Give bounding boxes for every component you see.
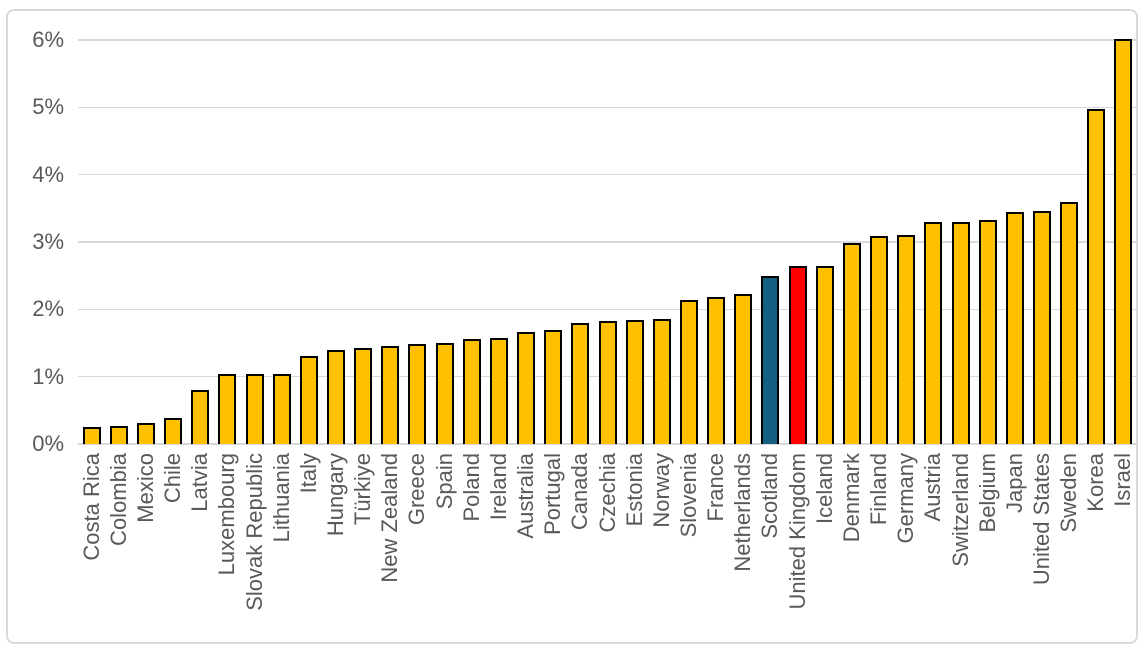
gridline-3pct — [78, 241, 1137, 243]
bar-portugal — [544, 330, 563, 444]
bar-t-rkiye — [354, 347, 373, 444]
bar-belgium — [978, 219, 997, 444]
x-label-norway: Norway — [648, 453, 674, 528]
bar-mexico — [136, 423, 155, 444]
bar-australia — [517, 332, 535, 444]
x-label-austria: Austria — [920, 453, 946, 522]
x-label-mexico: Mexico — [132, 453, 158, 523]
bar-denmark — [842, 242, 861, 444]
bar-slovak-republic — [245, 374, 264, 444]
bar-norway — [652, 319, 671, 444]
x-label-costa-rica: Costa Rica — [78, 453, 104, 561]
bar-switzerland — [951, 221, 970, 444]
bar-united-states — [1033, 211, 1051, 444]
x-label-estonia: Estonia — [621, 453, 647, 527]
bar-greece — [408, 343, 427, 444]
x-label-australia: Australia — [513, 453, 538, 539]
x-label-sweden: Sweden — [1056, 453, 1082, 533]
x-label-ireland: Ireland — [485, 453, 511, 521]
bar-finland — [870, 235, 888, 444]
bar-new-zealand — [381, 345, 400, 444]
bar-netherlands — [734, 293, 753, 444]
x-label-scotland: Scotland — [757, 453, 783, 539]
y-tick-label-0pct: 0% — [32, 431, 64, 456]
bar-latvia — [191, 390, 210, 444]
x-label-hungary: Hungary — [323, 453, 348, 537]
gridline-4pct — [78, 173, 1137, 176]
bar-germany — [897, 234, 916, 444]
bar-hungary — [327, 350, 345, 444]
x-label-france: France — [703, 453, 729, 522]
bar-czechia — [598, 321, 617, 444]
x-label-finland: Finland — [866, 453, 891, 526]
x-label-poland: Poland — [458, 453, 484, 522]
x-label-netherlands: Netherlands — [730, 453, 756, 572]
bar-scotland — [761, 275, 780, 444]
x-label-chile: Chile — [160, 453, 185, 504]
x-label-denmark: Denmark — [838, 453, 864, 543]
x-label-new-zealand: New Zealand — [377, 453, 403, 583]
bar-iceland — [815, 266, 834, 444]
x-label-spain: Spain — [431, 453, 457, 510]
x-label-colombia: Colombia — [105, 453, 131, 546]
x-label-slovak-republic: Slovak Republic — [241, 453, 267, 611]
x-label-portugal: Portugal — [540, 453, 566, 535]
x-axis-line — [78, 443, 1137, 445]
bar-france — [707, 297, 726, 444]
x-label-korea: Korea — [1083, 453, 1109, 512]
bar-slovenia — [680, 299, 698, 444]
x-label-t-rkiye: Türkiye — [350, 453, 376, 526]
y-tick-label-1pct: 1% — [32, 363, 64, 389]
x-label-united-states: United States — [1029, 453, 1054, 586]
bar-japan — [1005, 211, 1024, 444]
y-tick-label-2pct: 2% — [32, 296, 64, 322]
bar-costa-rica — [82, 426, 101, 444]
x-label-united-kingdom: United Kingdom — [784, 453, 810, 610]
bar-canada — [571, 322, 590, 444]
y-tick-label-4pct: 4% — [32, 161, 64, 187]
x-label-iceland: Iceland — [811, 453, 837, 524]
x-label-belgium: Belgium — [974, 453, 1000, 533]
gridline-6pct — [78, 39, 1137, 41]
x-label-greece: Greece — [404, 453, 430, 526]
x-label-italy: Italy — [295, 453, 321, 494]
bar-ireland — [489, 337, 508, 444]
chart-border-frame — [6, 9, 1138, 644]
bar-united-kingdom — [788, 265, 807, 444]
bar-korea — [1087, 109, 1106, 444]
x-label-luxembourg: Luxembourg — [214, 453, 240, 576]
x-label-czechia: Czechia — [594, 453, 620, 533]
x-label-latvia: Latvia — [187, 453, 213, 512]
x-label-slovenia: Slovenia — [676, 453, 701, 538]
x-label-lithuania: Lithuania — [268, 453, 294, 543]
y-tick-label-3pct: 3% — [32, 229, 64, 254]
y-tick-label-5pct: 5% — [32, 94, 64, 120]
bar-colombia — [109, 425, 128, 444]
bar-italy — [299, 355, 318, 444]
bar-poland — [462, 338, 481, 444]
bar-chile — [164, 418, 182, 444]
bar-israel — [1114, 38, 1133, 444]
gridline-5pct — [78, 106, 1137, 108]
bar-luxembourg — [218, 374, 237, 444]
bar-sweden — [1060, 201, 1079, 444]
x-label-germany: Germany — [893, 453, 919, 544]
x-label-canada: Canada — [567, 453, 593, 531]
bar-spain — [435, 343, 454, 444]
x-label-switzerland: Switzerland — [947, 453, 973, 567]
x-label-japan: Japan — [1001, 453, 1027, 513]
bar-austria — [924, 221, 943, 444]
gridline-2pct — [78, 308, 1137, 311]
x-label-israel: Israel — [1110, 453, 1136, 507]
bar-estonia — [625, 320, 644, 444]
y-tick-label-6pct: 6% — [32, 26, 64, 52]
bar-lithuania — [272, 374, 291, 444]
